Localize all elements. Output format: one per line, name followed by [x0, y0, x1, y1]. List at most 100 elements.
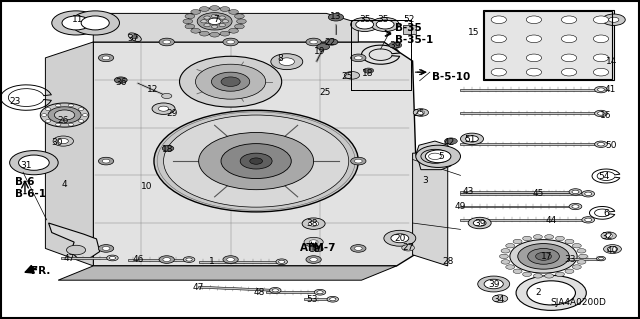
Circle shape: [221, 144, 291, 179]
Polygon shape: [129, 259, 189, 261]
Circle shape: [159, 106, 169, 111]
Circle shape: [417, 111, 425, 115]
Text: 42: 42: [444, 137, 455, 146]
Circle shape: [565, 269, 574, 273]
Circle shape: [208, 18, 221, 25]
Circle shape: [279, 58, 294, 65]
Circle shape: [79, 120, 84, 122]
Circle shape: [527, 281, 575, 305]
Circle shape: [79, 108, 84, 110]
Text: 23: 23: [9, 97, 20, 106]
Text: 39: 39: [390, 41, 401, 50]
Circle shape: [461, 133, 483, 145]
Circle shape: [152, 103, 175, 115]
Circle shape: [556, 272, 564, 277]
Circle shape: [596, 256, 605, 261]
Circle shape: [271, 54, 303, 70]
Circle shape: [313, 247, 323, 252]
Circle shape: [223, 38, 238, 46]
Circle shape: [308, 221, 319, 226]
Circle shape: [572, 265, 581, 269]
Circle shape: [605, 234, 612, 238]
Polygon shape: [461, 89, 601, 91]
Text: 46: 46: [132, 255, 144, 264]
Circle shape: [604, 245, 621, 254]
Text: B-35
B-35-1: B-35 B-35-1: [396, 23, 434, 45]
Circle shape: [310, 258, 317, 262]
Text: 2: 2: [536, 288, 541, 297]
Text: 32: 32: [602, 232, 613, 241]
Circle shape: [219, 24, 225, 27]
Text: 39: 39: [474, 219, 485, 228]
Circle shape: [371, 18, 399, 32]
Circle shape: [561, 16, 577, 24]
Circle shape: [81, 16, 109, 30]
Circle shape: [572, 205, 579, 208]
Text: 29: 29: [166, 109, 177, 118]
Text: 19: 19: [314, 47, 326, 56]
Polygon shape: [61, 257, 113, 259]
Circle shape: [344, 71, 360, 79]
Circle shape: [468, 217, 491, 229]
Circle shape: [356, 20, 374, 29]
Circle shape: [572, 190, 579, 194]
Circle shape: [426, 150, 451, 163]
Circle shape: [83, 114, 88, 116]
Text: 40: 40: [607, 246, 618, 255]
Circle shape: [402, 245, 415, 251]
Circle shape: [53, 136, 74, 146]
Circle shape: [327, 296, 339, 302]
Circle shape: [102, 159, 110, 163]
Circle shape: [198, 132, 314, 190]
Polygon shape: [461, 193, 588, 195]
Circle shape: [466, 136, 478, 142]
Circle shape: [351, 157, 366, 165]
Circle shape: [317, 44, 330, 50]
Circle shape: [513, 239, 522, 244]
Text: 35: 35: [359, 15, 371, 24]
Text: 26: 26: [58, 116, 69, 125]
Text: 35: 35: [377, 15, 388, 24]
Circle shape: [317, 291, 323, 294]
Text: 1: 1: [209, 257, 214, 266]
Polygon shape: [461, 191, 575, 193]
Text: ATM-7: ATM-7: [300, 243, 336, 253]
Circle shape: [163, 40, 171, 44]
Polygon shape: [416, 141, 454, 170]
Circle shape: [593, 35, 609, 43]
Circle shape: [19, 155, 49, 170]
Text: 48: 48: [253, 288, 265, 297]
Circle shape: [54, 110, 75, 120]
Circle shape: [364, 68, 374, 73]
Circle shape: [602, 14, 625, 26]
Circle shape: [595, 86, 607, 93]
Text: FR.: FR.: [31, 266, 51, 276]
Circle shape: [240, 153, 272, 169]
Circle shape: [492, 295, 508, 302]
Circle shape: [556, 236, 564, 241]
Circle shape: [526, 68, 541, 76]
Polygon shape: [266, 291, 320, 293]
Circle shape: [99, 54, 114, 62]
Circle shape: [68, 123, 74, 126]
Circle shape: [501, 249, 510, 253]
Circle shape: [518, 244, 569, 269]
Text: 5: 5: [438, 152, 444, 161]
Circle shape: [376, 20, 394, 29]
Polygon shape: [461, 143, 601, 145]
Text: 3: 3: [422, 176, 428, 185]
Bar: [484, 11, 612, 79]
Circle shape: [585, 192, 592, 196]
Text: 10: 10: [141, 182, 152, 191]
Circle shape: [577, 260, 586, 264]
Circle shape: [183, 257, 195, 263]
Text: 41: 41: [605, 85, 616, 94]
Circle shape: [56, 123, 61, 126]
Polygon shape: [461, 113, 601, 115]
Circle shape: [569, 189, 582, 195]
Circle shape: [384, 230, 416, 246]
Text: 28: 28: [442, 257, 453, 266]
Text: 18: 18: [163, 145, 174, 154]
Text: 8: 8: [277, 54, 283, 63]
Circle shape: [314, 289, 326, 295]
